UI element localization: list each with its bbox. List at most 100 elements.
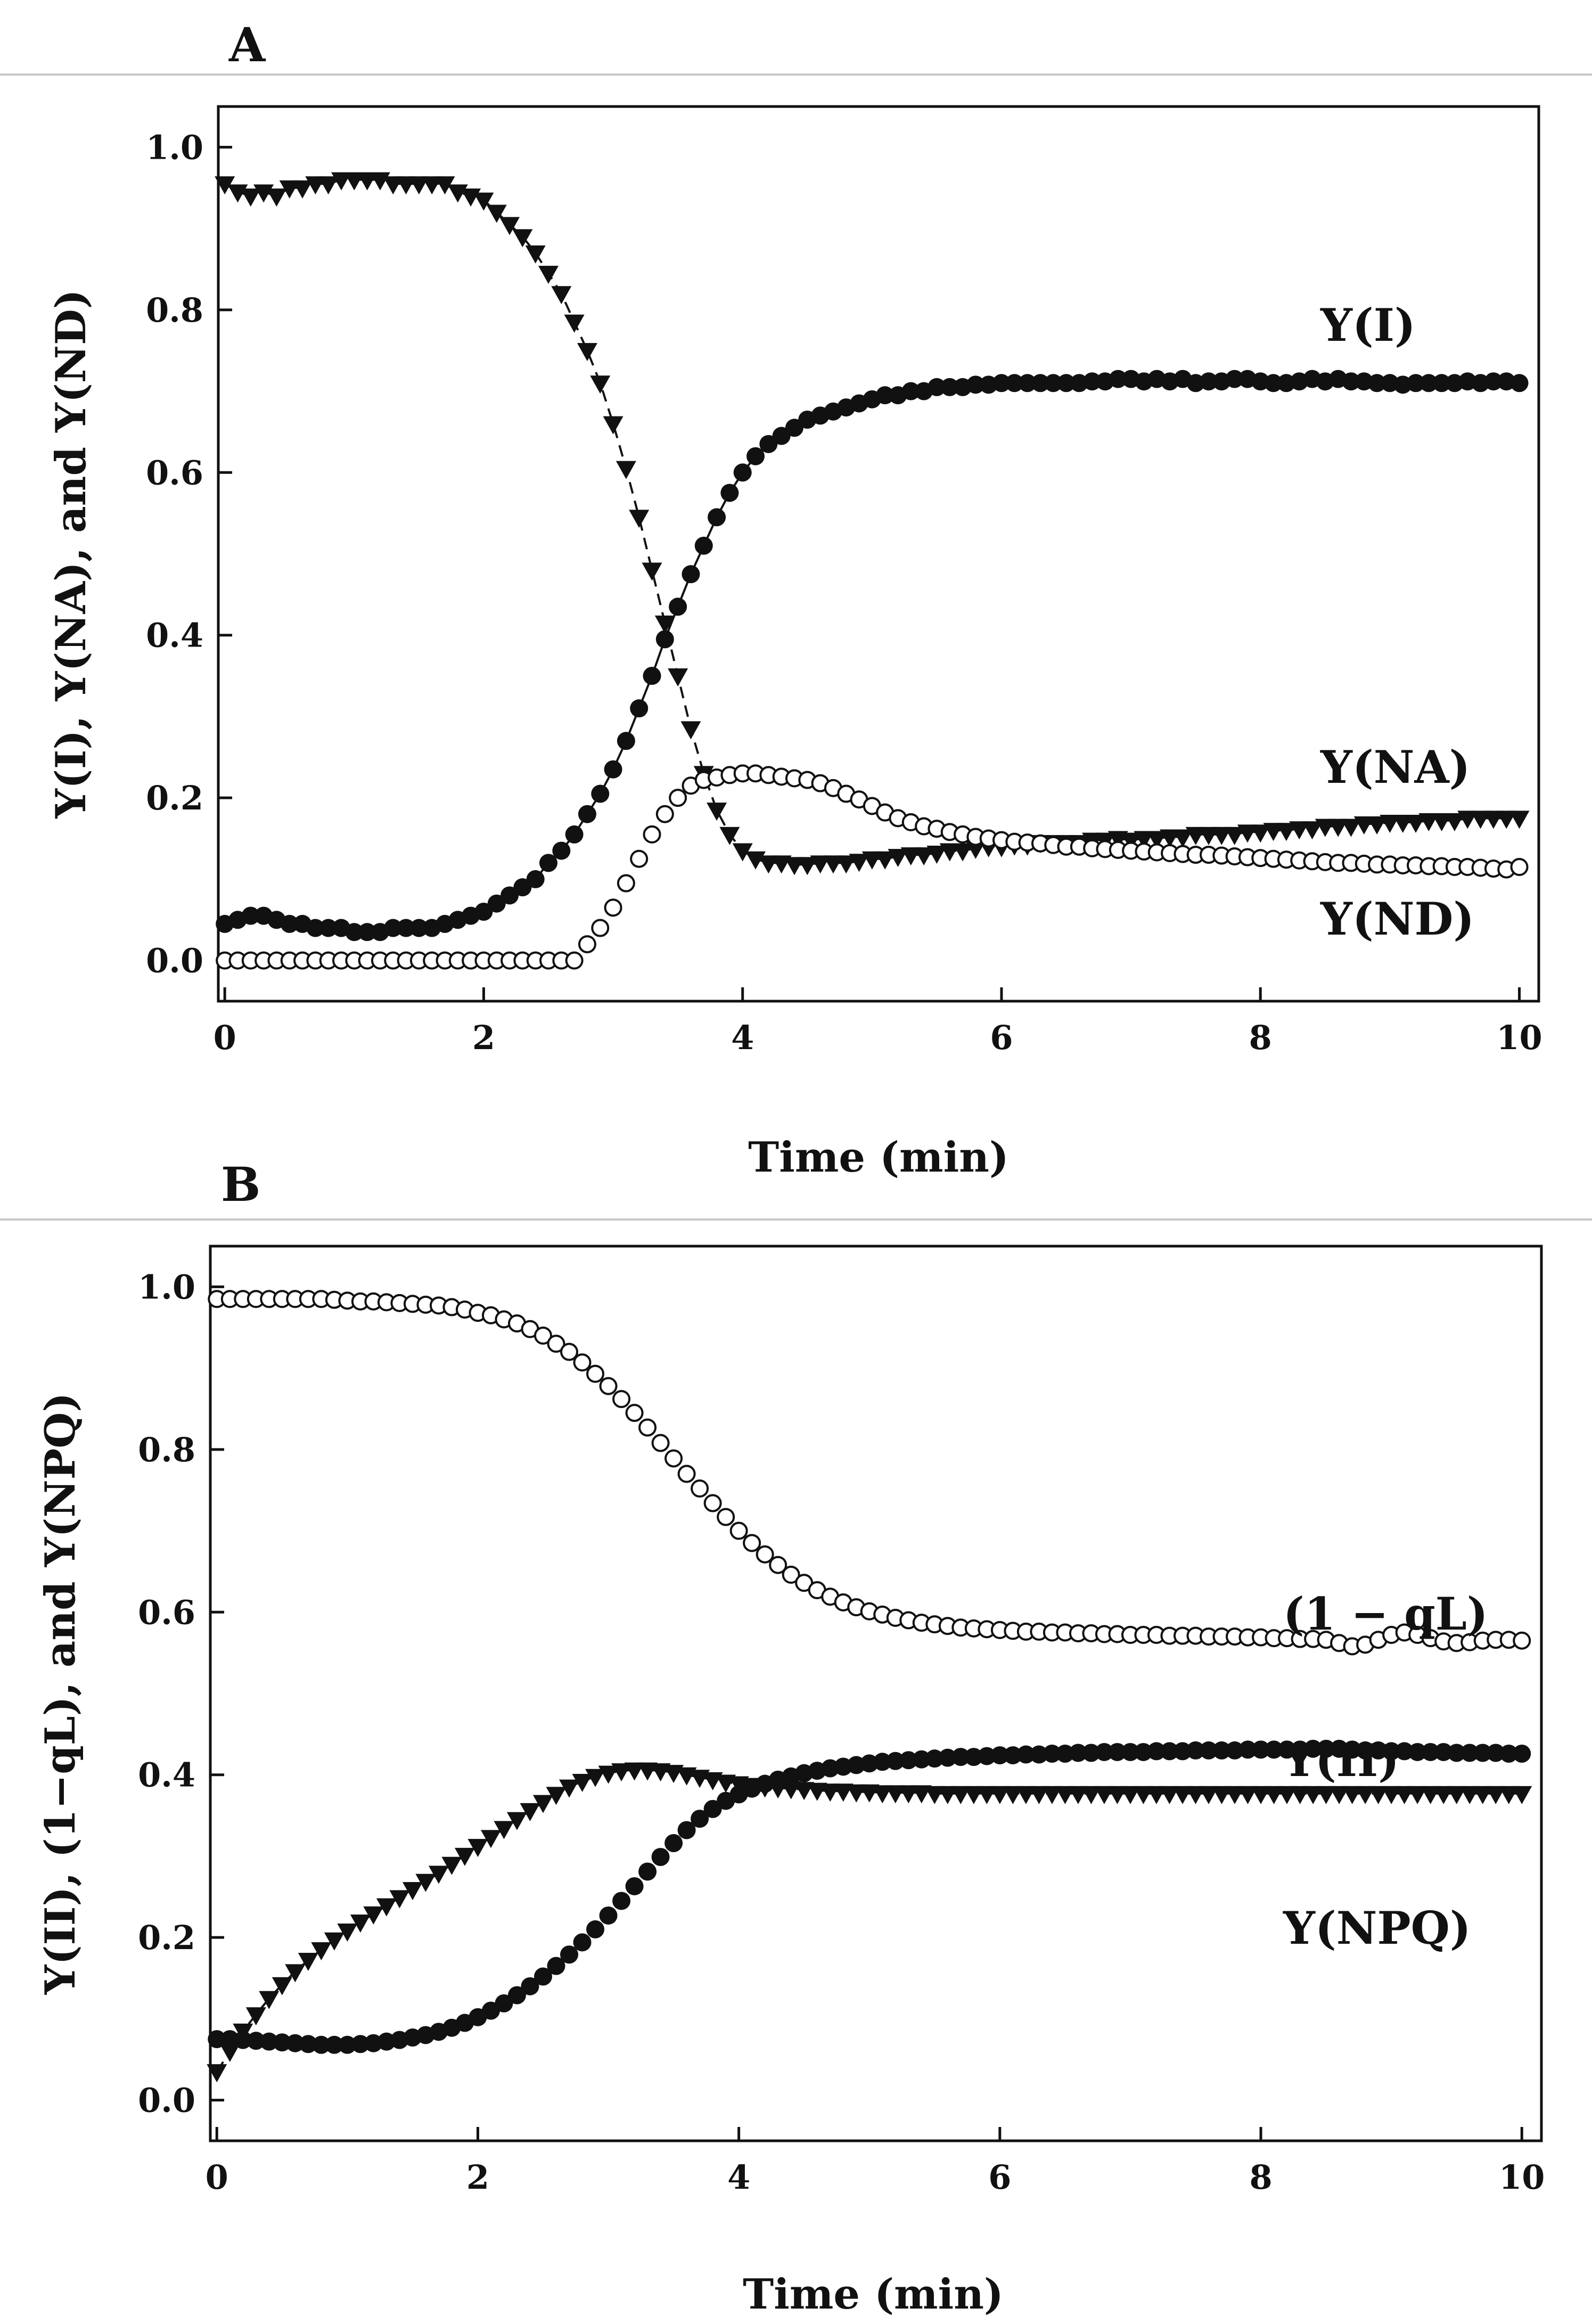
data-point (914, 847, 934, 866)
data-point (551, 286, 572, 305)
data-point (732, 843, 753, 862)
data-point (925, 1749, 944, 1768)
data-point (756, 1545, 774, 1564)
data-point (1317, 1739, 1335, 1758)
data-point (729, 1521, 748, 1540)
data-point (861, 851, 882, 870)
data-point (1278, 1740, 1296, 1759)
data-point (280, 914, 299, 933)
data-point (331, 172, 351, 191)
data-point (624, 1762, 645, 1781)
panel-b-y-axis-title: Y(II), (1−qL), and Y(NPQ) (36, 1393, 85, 1995)
data-point (552, 841, 571, 860)
data-point (350, 1914, 371, 1933)
data-point (876, 386, 895, 405)
data-point (560, 1945, 579, 1964)
data-point (642, 562, 662, 581)
data-point (573, 1353, 592, 1372)
data-point (1316, 1786, 1336, 1804)
data-point (376, 1898, 397, 1917)
data-point (1395, 1742, 1414, 1761)
data-point (782, 1566, 800, 1584)
data-point (500, 886, 519, 905)
data-point (1146, 1786, 1167, 1804)
data-point (924, 1786, 945, 1804)
data-point (1225, 1786, 1245, 1804)
data-point (669, 598, 687, 616)
data-point (363, 1906, 384, 1925)
data-point (772, 427, 791, 445)
data-point (1068, 1786, 1088, 1804)
panel-a-y-axis-title: Y(I), Y(NA), and Y(ND) (47, 289, 95, 819)
data-point (989, 1786, 1010, 1804)
data-point (240, 189, 261, 207)
data-point (578, 935, 596, 954)
data-point (480, 1830, 501, 1848)
data-point (953, 843, 973, 862)
data-point (397, 919, 415, 937)
data-point (486, 204, 507, 223)
data-point (208, 2030, 226, 2049)
data-point (525, 245, 546, 264)
data-point (1264, 374, 1283, 392)
data-point (1418, 813, 1439, 831)
data-point (507, 1986, 526, 2004)
data-point (1419, 374, 1438, 392)
y-tick-label: 1.0 (138, 1267, 195, 1306)
data-point (604, 760, 622, 779)
data-point (1057, 374, 1076, 392)
data-point (625, 1877, 644, 1895)
data-point (1265, 1740, 1283, 1759)
data-point (872, 1785, 893, 1804)
data-point (506, 1812, 527, 1830)
data-point (573, 1933, 592, 1952)
data-point (1355, 1786, 1376, 1804)
data-point (630, 699, 649, 718)
data-point (1473, 1744, 1492, 1762)
data-point (408, 176, 429, 195)
panel-b-y-axis: 0.0 0.2 0.4 0.6 0.8 1.0 (138, 1267, 224, 2120)
data-point (1302, 821, 1323, 840)
data-point (694, 536, 713, 555)
data-point (402, 1882, 423, 1901)
data-point (820, 1783, 841, 1802)
data-point (617, 874, 635, 893)
data-point (1421, 1742, 1440, 1761)
data-point (305, 176, 326, 195)
data-point (384, 919, 403, 937)
x-tick-label: 4 (731, 1018, 754, 1057)
data-point (759, 435, 778, 453)
data-point (474, 903, 493, 921)
data-point (1094, 1786, 1114, 1804)
panel-a-frame (217, 105, 1540, 1003)
data-point (1160, 829, 1180, 848)
x-tick-label: 2 (466, 2158, 489, 2197)
data-point (547, 1335, 565, 1353)
data-point (950, 1786, 971, 1804)
data-point (247, 2032, 265, 2050)
data-point (1031, 374, 1049, 392)
y-tick-label: 0.8 (146, 291, 203, 330)
data-point (1029, 1786, 1049, 1804)
data-point (1486, 1786, 1506, 1804)
data-point (565, 951, 584, 970)
y-tick-label: 0.0 (146, 942, 203, 980)
data-point (940, 378, 959, 396)
data-point (1457, 811, 1478, 829)
data-point (963, 1786, 984, 1804)
data-point (654, 615, 675, 634)
data-point (1056, 1745, 1074, 1763)
data-point (591, 919, 610, 937)
y-tick-label: 0.0 (138, 2081, 195, 2120)
data-point (590, 375, 611, 394)
data-point (534, 1967, 552, 1986)
data-point (1237, 1786, 1258, 1804)
data-point (538, 266, 559, 284)
data-point (810, 855, 831, 874)
data-point (1512, 1786, 1532, 1804)
data-point (938, 1748, 957, 1767)
data-point (1003, 1786, 1023, 1804)
x-tick-label: 0 (214, 1018, 236, 1057)
data-point (599, 1906, 618, 1925)
data-point (1434, 1742, 1453, 1761)
